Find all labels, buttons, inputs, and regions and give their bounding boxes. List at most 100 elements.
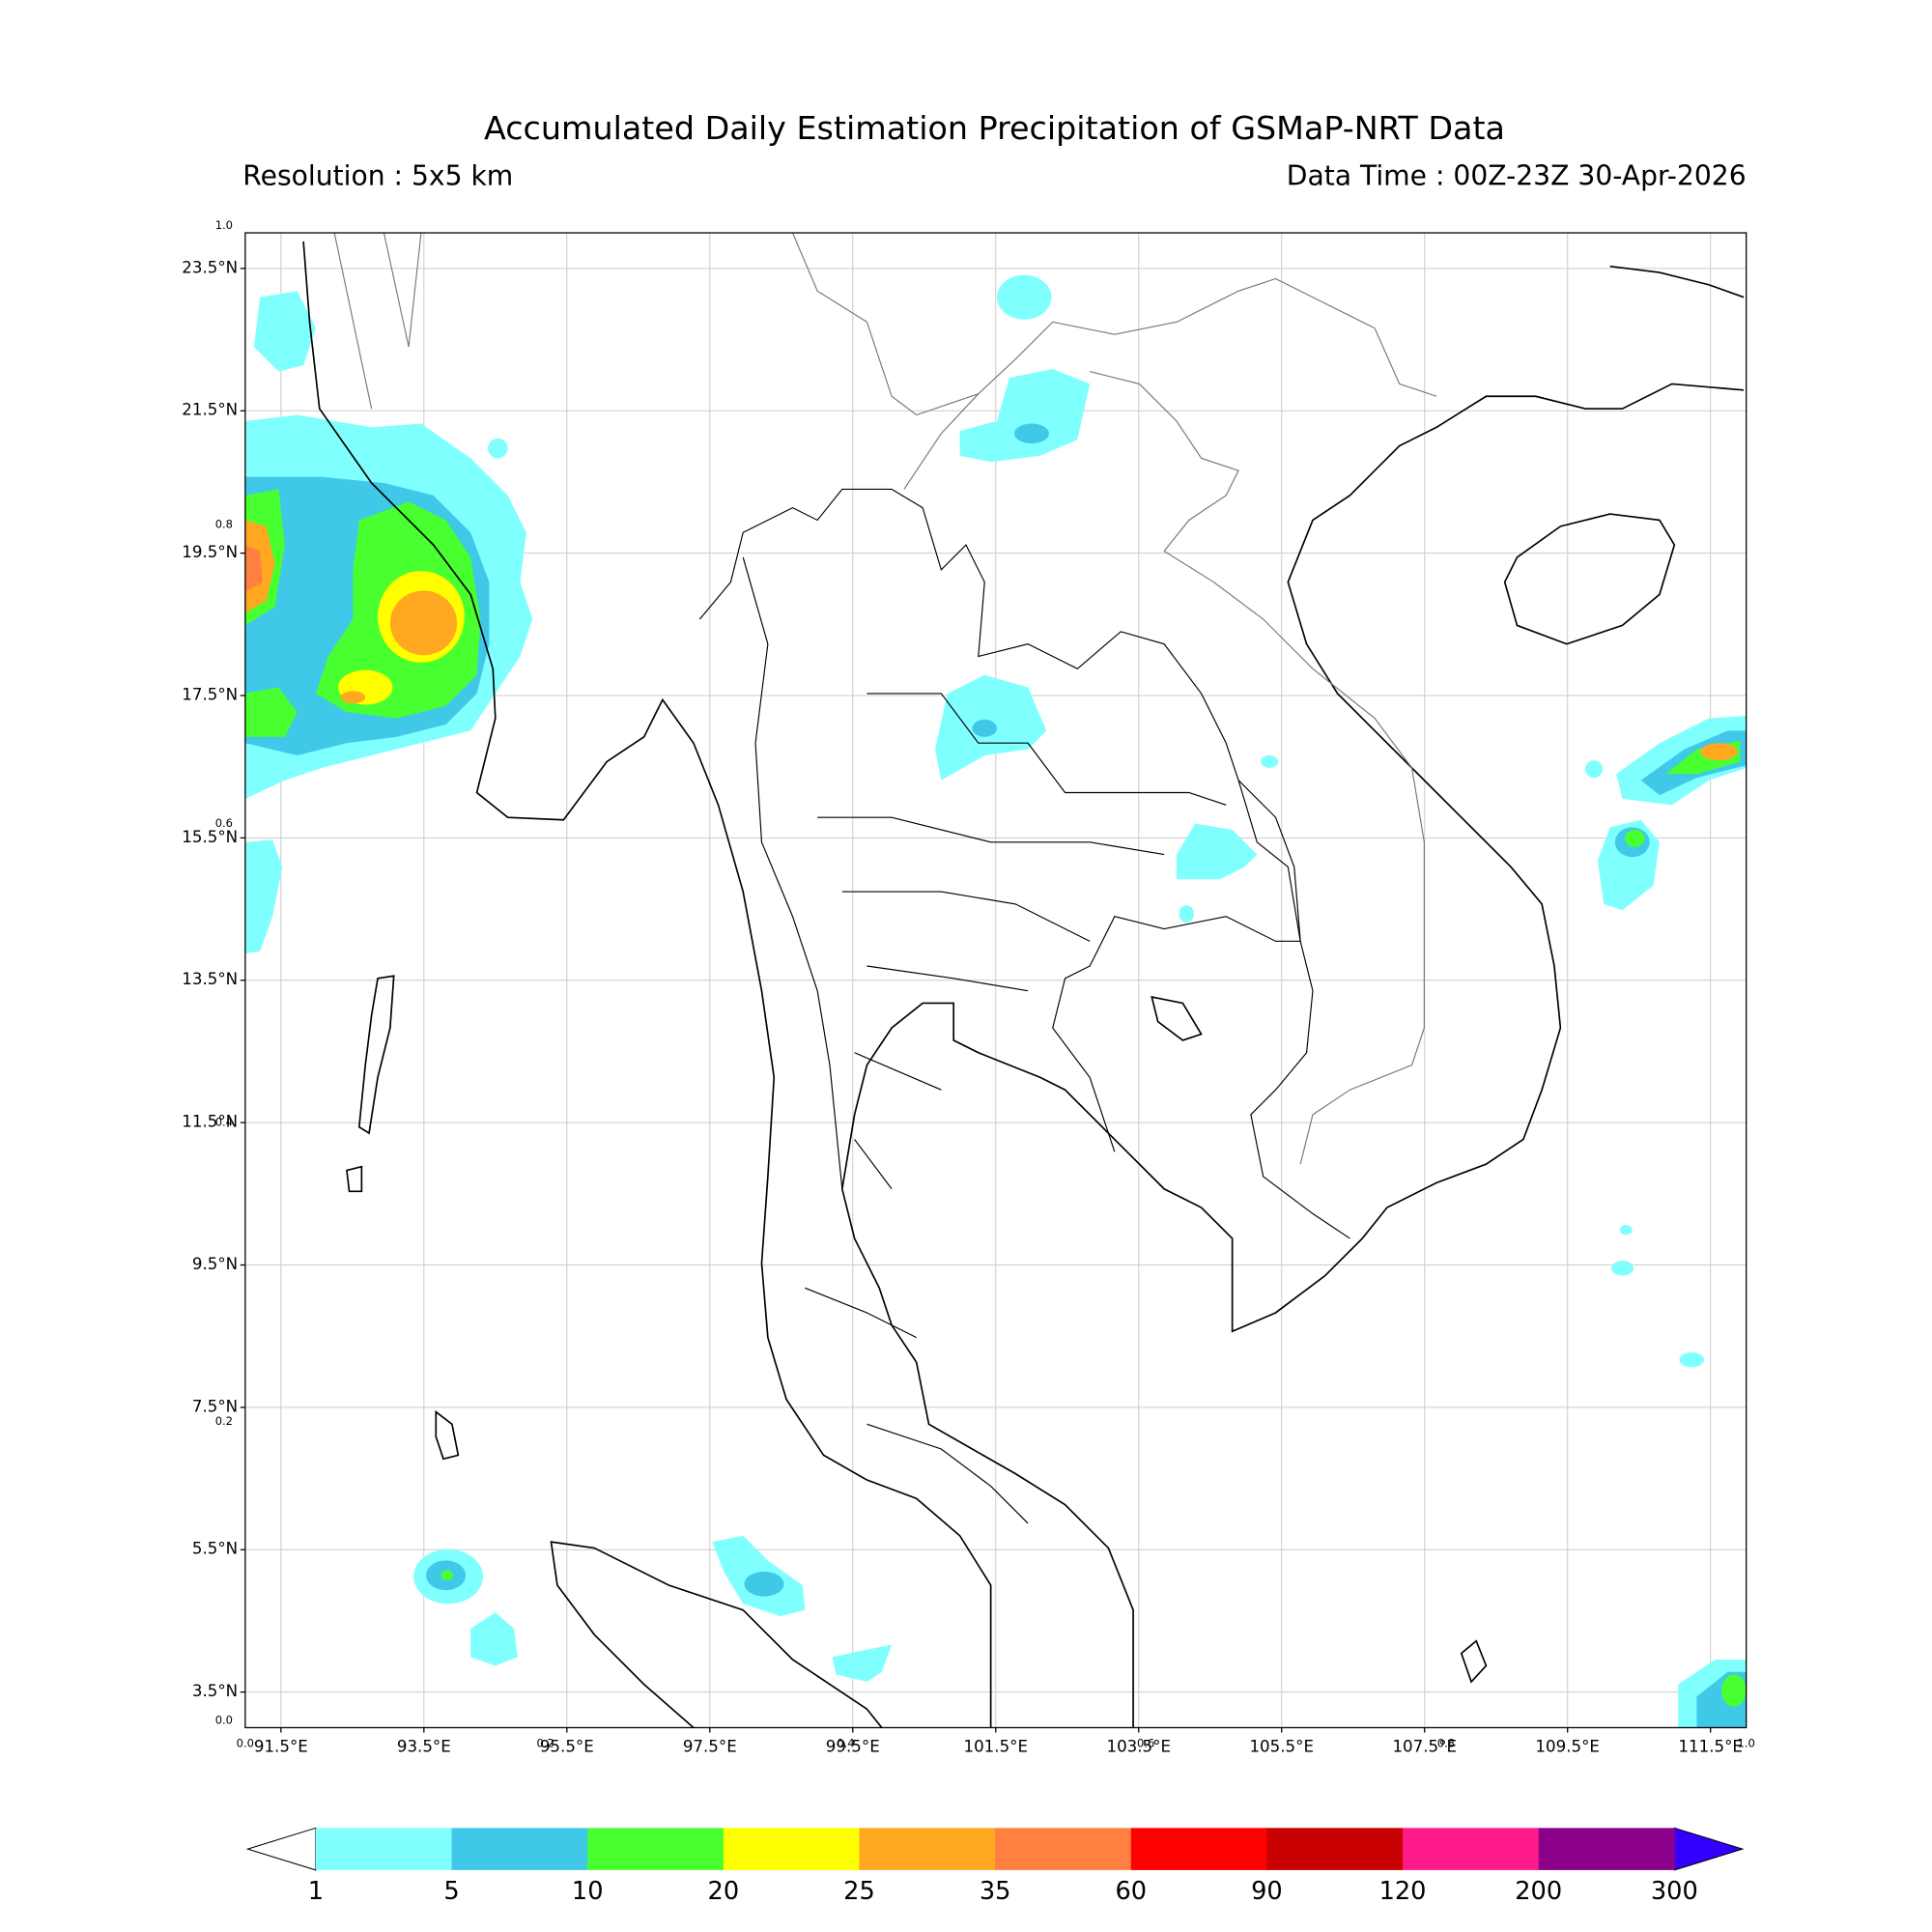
rain-area bbox=[997, 274, 1052, 320]
colorbar-under bbox=[245, 1827, 317, 1871]
colorbar-segment bbox=[995, 1828, 1132, 1870]
lat-tick-label: 11.5°N bbox=[182, 1113, 238, 1131]
overlay-y-label: 1.0 bbox=[215, 218, 233, 232]
rain-area bbox=[1179, 905, 1194, 923]
colorbar-over bbox=[1673, 1827, 1745, 1871]
rain-area bbox=[1721, 1674, 1747, 1707]
overlay-y-label: 0.8 bbox=[215, 517, 233, 530]
rain-area bbox=[1261, 755, 1279, 768]
rain-area bbox=[244, 687, 298, 737]
lat-tick-label: 23.5°N bbox=[182, 258, 238, 276]
lon-tick-label: 99.5°E bbox=[826, 1737, 880, 1755]
island-sumatra bbox=[550, 1541, 883, 1728]
rain-area bbox=[1679, 1352, 1705, 1368]
data-time: Data Time : 00Z-23Z 30-Apr-2026 bbox=[1287, 159, 1747, 191]
rain-area bbox=[1176, 823, 1258, 880]
rain-area bbox=[244, 545, 263, 592]
colorbar-label: 90 bbox=[1251, 1877, 1283, 1906]
colorbar-label: 120 bbox=[1379, 1877, 1427, 1906]
overlay-x-label: 1.0 bbox=[1738, 1737, 1755, 1750]
border bbox=[333, 233, 1437, 1165]
colorbar-segment bbox=[723, 1828, 861, 1870]
lon-tick-label: 91.5°E bbox=[254, 1737, 308, 1755]
island-hainan bbox=[1503, 513, 1676, 645]
lon-tick-label: 109.5°E bbox=[1535, 1737, 1600, 1755]
resolution: Resolution : 5x5 km bbox=[242, 159, 513, 191]
title: Accumulated Daily Estimation Precipitati… bbox=[484, 109, 1505, 147]
colorbar-label: 25 bbox=[843, 1877, 875, 1906]
rain-area bbox=[959, 369, 1091, 463]
rain-area bbox=[744, 1571, 784, 1597]
rain-area bbox=[244, 839, 283, 954]
colorbar-label: 1 bbox=[308, 1877, 324, 1906]
colorbar-label: 35 bbox=[980, 1877, 1011, 1906]
lon-tick-label: 111.5°E bbox=[1678, 1737, 1743, 1755]
lon-tick-label: 97.5°E bbox=[683, 1737, 737, 1755]
lon-tick-label: 105.5°E bbox=[1249, 1737, 1314, 1755]
overlay-x-label: 0.4 bbox=[837, 1737, 854, 1750]
rain-area bbox=[340, 691, 366, 704]
rain-area bbox=[1625, 829, 1645, 847]
rain-area bbox=[389, 590, 458, 656]
rain-area bbox=[1610, 1261, 1634, 1276]
colorbar-segment bbox=[1538, 1828, 1675, 1870]
lat-tick-label: 7.5°N bbox=[192, 1397, 238, 1415]
tonle-sap bbox=[1151, 995, 1203, 1041]
rain-area bbox=[488, 438, 508, 459]
overlay-x-label: 0.2 bbox=[536, 1737, 554, 1750]
lat-tick-label: 21.5°N bbox=[182, 401, 238, 419]
colorbar-segment bbox=[315, 1828, 453, 1870]
rain-area bbox=[440, 1570, 454, 1580]
colorbar-label: 10 bbox=[572, 1877, 604, 1906]
colorbar: 1 5 10 20 25 35 60 90 120 200 300 bbox=[245, 1827, 1745, 1906]
rain-area bbox=[1585, 760, 1603, 779]
lat-tick-label: 13.5°N bbox=[182, 970, 238, 988]
rain-area bbox=[470, 1612, 518, 1666]
islands-andaman bbox=[346, 975, 460, 1461]
lon-tick-label: 93.5°E bbox=[397, 1737, 451, 1755]
lat-tick-label: 19.5°N bbox=[182, 543, 238, 561]
lon-tick-label: 107.5°E bbox=[1392, 1737, 1457, 1755]
coastline bbox=[840, 383, 1745, 1728]
lat-tick-label: 15.5°N bbox=[182, 828, 238, 846]
colorbar-segment bbox=[1266, 1828, 1404, 1870]
lat-tick-label: 9.5°N bbox=[192, 1255, 238, 1273]
colorbar-label: 300 bbox=[1651, 1877, 1698, 1906]
overlay-x-label: 0.0 bbox=[237, 1737, 254, 1750]
lat-tick-label: 3.5°N bbox=[192, 1682, 238, 1700]
overlay-y-label: 0.6 bbox=[215, 816, 233, 830]
colorbar-segment bbox=[1130, 1828, 1268, 1870]
colorbar-label: 200 bbox=[1515, 1877, 1562, 1906]
rain-area bbox=[1700, 743, 1738, 761]
island bbox=[1460, 1639, 1488, 1684]
colorbar-segment bbox=[587, 1828, 724, 1870]
colorbar-label: 5 bbox=[443, 1877, 459, 1906]
precipitation-field bbox=[244, 274, 1747, 1728]
rain-area bbox=[832, 1644, 893, 1683]
overlay-x-label: 0.6 bbox=[1137, 1737, 1154, 1750]
coastline bbox=[1609, 265, 1745, 298]
rain-area bbox=[253, 291, 316, 372]
colorbar-segment bbox=[859, 1828, 996, 1870]
lon-tick-label: 101.5°E bbox=[963, 1737, 1028, 1755]
basemap bbox=[302, 233, 1745, 1728]
colorbar-label: 60 bbox=[1115, 1877, 1147, 1906]
rain-area bbox=[1014, 423, 1049, 443]
lat-tick-label: 17.5°N bbox=[182, 685, 238, 703]
rain-area bbox=[1619, 1224, 1633, 1236]
coastline bbox=[302, 241, 992, 1728]
lat-tick-label: 5.5°N bbox=[192, 1540, 238, 1558]
lon-tick-label: 95.5°E bbox=[540, 1737, 594, 1755]
mekong bbox=[1237, 780, 1350, 1239]
lon-tick-label: 103.5°E bbox=[1106, 1737, 1171, 1755]
overlay-y-label: 0.2 bbox=[215, 1414, 233, 1428]
colorbar-segment bbox=[451, 1828, 588, 1870]
overlay-y-label: 0.4 bbox=[215, 1115, 233, 1128]
axes: 23.5°N 21.5°N 19.5°N 17.5°N 15.5°N 13.5°N 11.5… bbox=[182, 218, 1755, 1756]
colorbar-segment bbox=[1403, 1828, 1540, 1870]
overlay-y-label: 0.0 bbox=[215, 1713, 233, 1726]
rain-area bbox=[972, 719, 998, 737]
colorbar-label: 20 bbox=[708, 1877, 740, 1906]
overlay-x-label: 0.8 bbox=[1437, 1737, 1455, 1750]
